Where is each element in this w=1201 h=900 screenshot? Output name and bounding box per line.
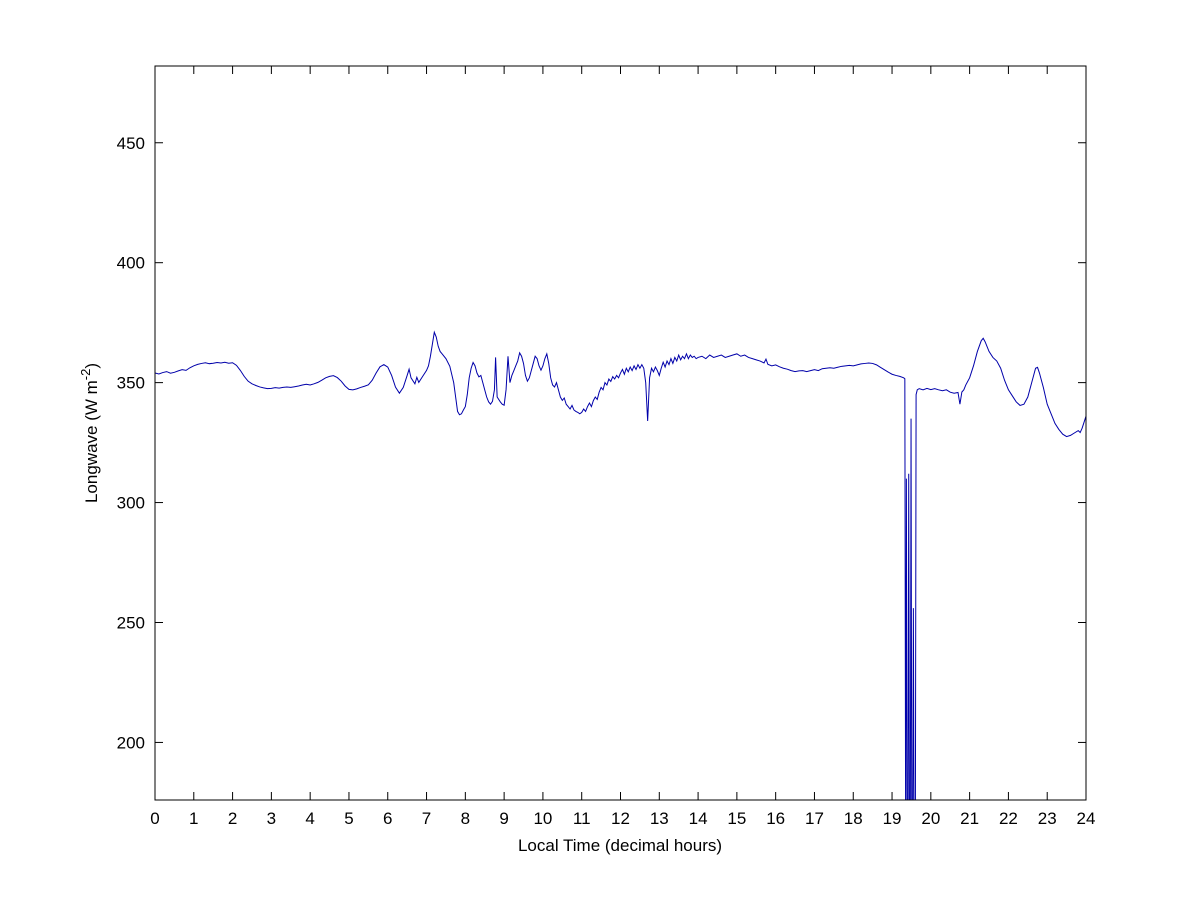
x-tick-label: 20 bbox=[921, 809, 940, 828]
x-tick-label: 14 bbox=[689, 809, 708, 828]
x-tick-label: 21 bbox=[960, 809, 979, 828]
y-tick-label: 250 bbox=[117, 613, 145, 632]
x-tick-label: 3 bbox=[267, 809, 276, 828]
x-tick-label: 22 bbox=[999, 809, 1018, 828]
x-tick-label: 10 bbox=[533, 809, 552, 828]
x-tick-label: 15 bbox=[727, 809, 746, 828]
ylabel-superscript: -2 bbox=[78, 369, 93, 381]
x-tick-label: 2 bbox=[228, 809, 237, 828]
x-tick-label: 8 bbox=[461, 809, 470, 828]
x-tick-label: 5 bbox=[344, 809, 353, 828]
y-axis-label: Longwave (W m-2) bbox=[78, 363, 101, 503]
x-tick-label: 0 bbox=[150, 809, 159, 828]
x-tick-label: 23 bbox=[1038, 809, 1057, 828]
x-tick-label: 4 bbox=[305, 809, 314, 828]
x-tick-label: 11 bbox=[573, 809, 591, 828]
x-tick-label: 24 bbox=[1077, 809, 1096, 828]
x-tick-label: 1 bbox=[189, 809, 198, 828]
x-tick-label: 16 bbox=[766, 809, 785, 828]
y-tick-label: 200 bbox=[117, 733, 145, 752]
axes: 0 1 2 3 4 5 6 7 8 9 10 11 12 13 14 15 16 17 18 19 20 21 22 23 24… bbox=[117, 66, 1096, 828]
plot-box bbox=[154, 65, 1087, 801]
x-tick-label: 17 bbox=[805, 809, 824, 828]
y-tick-label: 450 bbox=[117, 134, 145, 153]
x-tick-label: 13 bbox=[650, 809, 669, 828]
x-tick-label: 6 bbox=[383, 809, 392, 828]
y-tick-label: 400 bbox=[117, 254, 145, 273]
x-tick-label: 18 bbox=[844, 809, 863, 828]
x-axis-label: Local Time (decimal hours) bbox=[518, 836, 722, 855]
data-line bbox=[155, 330, 1086, 800]
y-tick-label: 350 bbox=[117, 374, 145, 393]
y-tick-label: 300 bbox=[117, 494, 145, 513]
x-tick-label: 9 bbox=[499, 809, 508, 828]
x-tick-label: 12 bbox=[611, 809, 630, 828]
x-tick-label: 19 bbox=[883, 809, 902, 828]
x-tick-label: 7 bbox=[422, 809, 431, 828]
